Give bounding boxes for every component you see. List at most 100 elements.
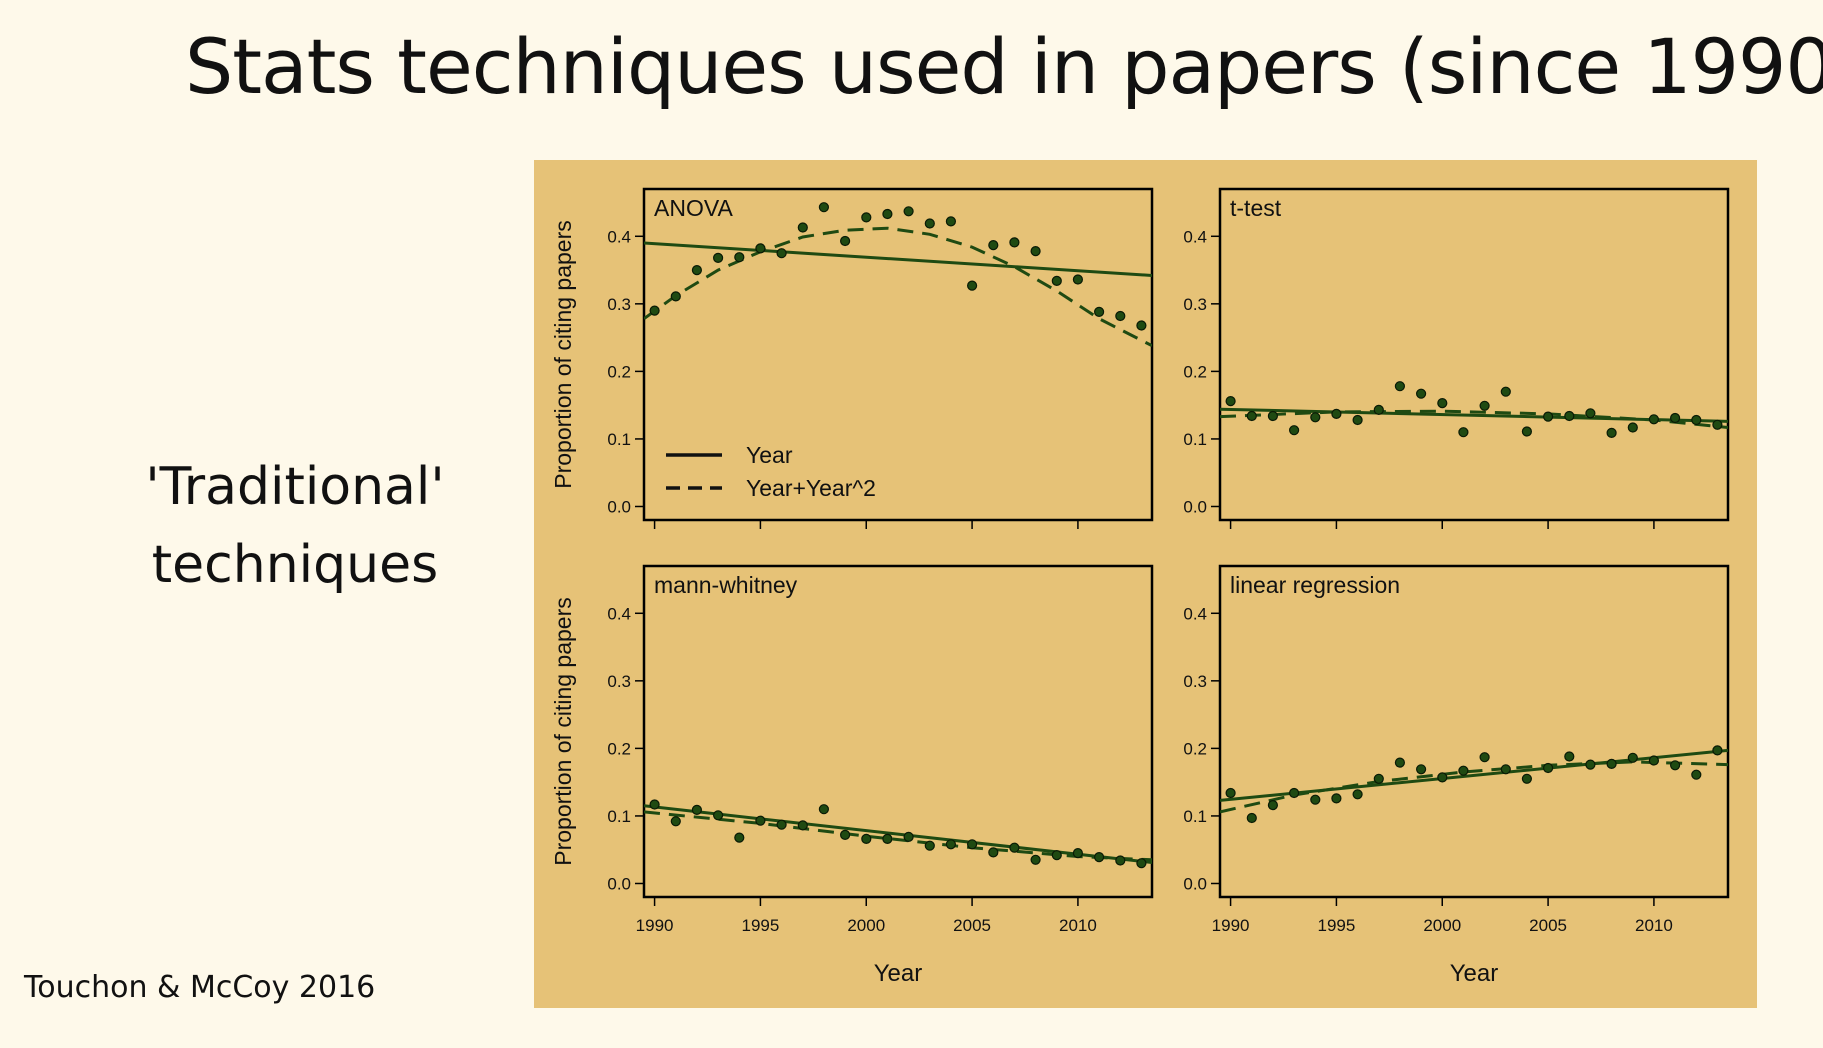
- x-tick-label: 2010: [1635, 916, 1673, 935]
- data-point: [670, 816, 681, 827]
- data-point: [1030, 245, 1041, 257]
- quadratic-fit-line: [1220, 760, 1728, 814]
- x-tick-label: 2005: [953, 916, 991, 935]
- data-point: [840, 829, 851, 841]
- y-tick-label: 0.3: [607, 672, 631, 691]
- y-tick-label: 0.2: [1183, 739, 1207, 758]
- legend-label: Year+Year^2: [746, 475, 876, 501]
- x-tick-label: 1990: [636, 916, 674, 935]
- chart-panel-3: 0.0 0.1 0.2 0.3 0.4 1990 1995 2000 2005 2010 Year P…: [550, 564, 1154, 987]
- data-point: [1691, 769, 1702, 780]
- data-point: [1072, 274, 1084, 285]
- data-point: [1030, 854, 1041, 865]
- data-point: [1648, 755, 1660, 766]
- x-tick-label: 1995: [1318, 916, 1356, 935]
- plot-frame: [1218, 564, 1730, 899]
- citation: Touchon & McCoy 2016: [24, 970, 376, 1005]
- y-tick-label: 0.0: [1183, 874, 1207, 893]
- data-point: [1521, 773, 1533, 784]
- data-point: [1115, 855, 1126, 866]
- data-point: [1394, 381, 1406, 392]
- y-tick-label: 0.3: [1183, 672, 1207, 691]
- section-label-line1: 'Traditional': [145, 457, 445, 517]
- data-point: [1310, 412, 1321, 423]
- data-point: [649, 799, 660, 810]
- data-point: [1500, 764, 1511, 775]
- data-point: [818, 804, 829, 815]
- data-point: [1437, 398, 1448, 409]
- data-point: [1225, 787, 1236, 799]
- y-tick-label: 0.4: [607, 604, 631, 623]
- data-point: [755, 243, 766, 254]
- data-point: [1009, 842, 1020, 853]
- legend: Year Year+Year^2: [666, 442, 876, 501]
- data-point: [1669, 412, 1681, 424]
- data-point: [924, 840, 935, 851]
- data-point: [691, 804, 702, 816]
- y-tick-label: 0.0: [607, 497, 631, 516]
- plot-frame: [642, 564, 1154, 899]
- panel-title: t-test: [1230, 195, 1282, 221]
- data-point: [1458, 765, 1469, 776]
- y-tick-label: 0.4: [607, 227, 631, 246]
- data-point: [1648, 414, 1660, 425]
- data-point: [1288, 425, 1300, 436]
- y-tick-label: 0.2: [607, 362, 631, 381]
- data-point: [1051, 849, 1062, 861]
- panel-title: ANOVA: [654, 195, 733, 221]
- data-point: [1246, 812, 1257, 824]
- plot-frame: [1218, 187, 1730, 522]
- y-tick-label: 0.4: [1183, 604, 1207, 623]
- y-tick-label: 0.0: [1183, 497, 1207, 516]
- data-point: [649, 305, 660, 316]
- data-point: [1225, 396, 1236, 407]
- data-point: [1691, 414, 1702, 426]
- slide-title: Stats techniques used in papers (since 1…: [185, 22, 1823, 111]
- data-point: [1267, 410, 1279, 422]
- data-point: [882, 833, 893, 845]
- data-point: [670, 291, 681, 302]
- data-point: [1479, 752, 1490, 763]
- data-point: [1585, 408, 1596, 419]
- data-point: [1437, 772, 1448, 783]
- y-tick-label: 0.1: [1183, 430, 1207, 449]
- linear-fit-line: [644, 804, 1152, 864]
- x-tick-label: 2010: [1059, 916, 1097, 935]
- data-point: [1310, 794, 1321, 805]
- data-point: [1564, 751, 1575, 762]
- data-point: [903, 206, 914, 217]
- data-point: [1373, 773, 1384, 784]
- data-point: [1712, 745, 1723, 756]
- data-point: [797, 820, 808, 831]
- data-point: [988, 847, 999, 858]
- y-tick-label: 0.3: [1183, 295, 1207, 314]
- x-axis-label: Year: [874, 960, 923, 987]
- data-point: [903, 831, 914, 843]
- data-point: [1352, 789, 1363, 800]
- x-tick-label: 1990: [1212, 916, 1250, 935]
- x-tick-label: 2000: [847, 916, 885, 935]
- legend-label: Year: [746, 442, 793, 468]
- data-point: [1415, 764, 1427, 775]
- data-point: [1288, 787, 1300, 799]
- data-point: [818, 202, 829, 213]
- panel-title: linear regression: [1230, 572, 1400, 598]
- data-point: [967, 280, 978, 291]
- data-point: [1331, 408, 1342, 419]
- x-tick-label: 1995: [742, 916, 780, 935]
- x-tick-label: 2000: [1423, 916, 1461, 935]
- chart-figure: 0.0 0.1 0.2 0.3 0.4 Proportion of citing pape…: [534, 160, 1757, 1008]
- data-point: [1415, 388, 1427, 399]
- data-point: [1542, 762, 1554, 774]
- data-point: [734, 252, 745, 263]
- x-tick-label: 2005: [1529, 916, 1567, 935]
- data-point: [797, 222, 808, 233]
- data-point: [1394, 757, 1406, 768]
- linear-fit-line: [1220, 407, 1728, 423]
- y-tick-label: 0.1: [607, 430, 631, 449]
- data-point: [1072, 847, 1084, 859]
- data-point: [1606, 758, 1617, 770]
- data-point: [1564, 410, 1575, 422]
- data-point: [967, 839, 978, 850]
- chart-panel-1: 0.0 0.1 0.2 0.3 0.4 Proportion of citing pape…: [550, 187, 1154, 529]
